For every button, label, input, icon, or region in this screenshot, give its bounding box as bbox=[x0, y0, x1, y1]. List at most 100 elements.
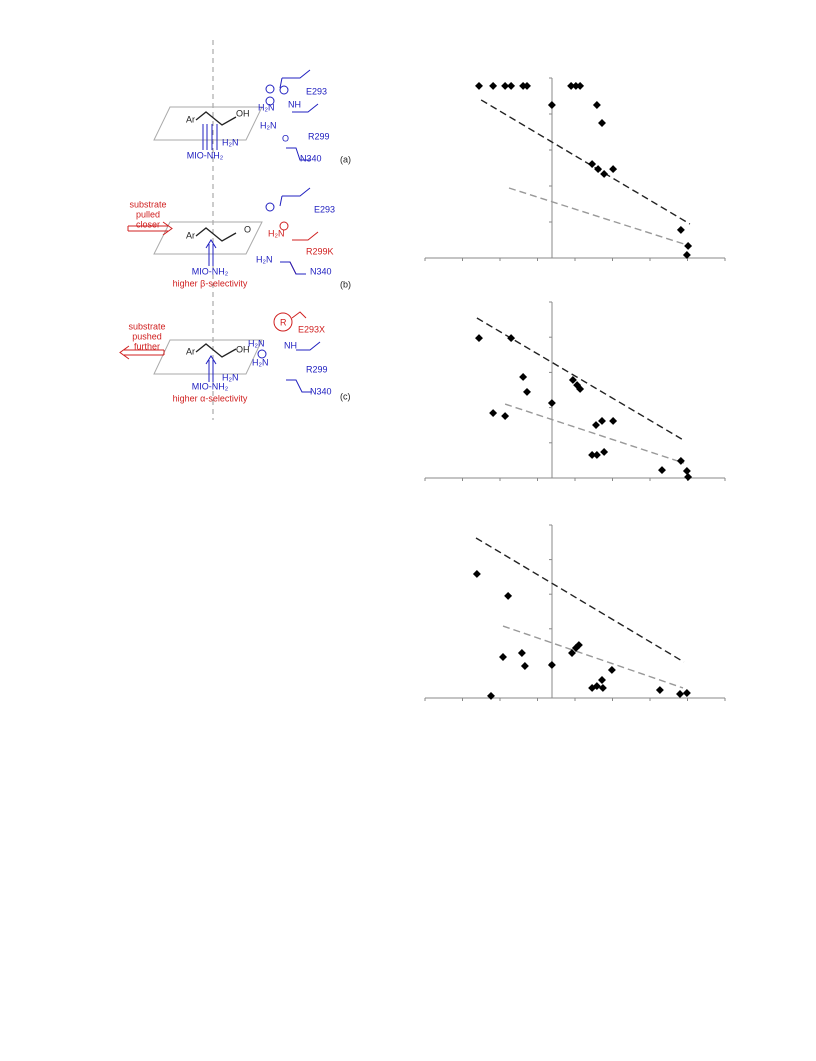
data-point bbox=[547, 399, 556, 407]
trend-line bbox=[475, 537, 685, 663]
data-point bbox=[519, 373, 528, 381]
data-point bbox=[523, 387, 531, 396]
data-point bbox=[655, 686, 664, 695]
panel-c: substrate pushed further E293X R Ar OH H… bbox=[128, 317, 350, 403]
data-point bbox=[598, 684, 607, 692]
data-point bbox=[684, 472, 693, 481]
data-point bbox=[547, 660, 556, 669]
schematic bbox=[119, 40, 321, 420]
atom-label: H₂N bbox=[258, 102, 275, 112]
data-point bbox=[489, 409, 498, 418]
atom-label: NH bbox=[288, 99, 301, 109]
note: closer bbox=[136, 219, 160, 229]
data-point bbox=[576, 81, 585, 90]
data-point bbox=[472, 569, 481, 578]
atom-label: H₂N bbox=[252, 357, 269, 367]
data-point bbox=[574, 641, 583, 650]
data-point bbox=[499, 653, 507, 661]
data-point bbox=[568, 649, 576, 657]
mio-label: MIO-NH₂ bbox=[192, 381, 229, 391]
mio-label: MIO-NH₂ bbox=[187, 150, 224, 160]
data-point bbox=[676, 456, 685, 465]
mio-label: MIO-NH₂ bbox=[192, 266, 229, 276]
note: pulled bbox=[136, 209, 160, 219]
data-point bbox=[520, 662, 529, 670]
atom-label: H₂N bbox=[256, 254, 273, 264]
panel-label: (c) bbox=[340, 391, 351, 401]
trend-line bbox=[508, 187, 685, 245]
data-point bbox=[676, 690, 684, 698]
trend-line bbox=[480, 99, 691, 225]
data-point bbox=[547, 101, 556, 109]
residue-label: N340 bbox=[300, 153, 322, 163]
data-point bbox=[507, 334, 516, 343]
note: substrate bbox=[129, 199, 166, 209]
data-point bbox=[658, 466, 666, 475]
data-point bbox=[598, 119, 606, 127]
data-point bbox=[682, 250, 691, 259]
data-point bbox=[592, 101, 601, 109]
atom-label: H₂N bbox=[222, 372, 239, 382]
data-point bbox=[609, 165, 618, 174]
panel-label: (b) bbox=[340, 279, 351, 289]
atom-label: Ar bbox=[186, 114, 195, 124]
residue-label: N340 bbox=[310, 266, 332, 276]
data-point bbox=[600, 169, 609, 178]
residue-label: R299 bbox=[308, 131, 330, 141]
data-point bbox=[507, 81, 516, 90]
residue-label: R299K bbox=[306, 246, 334, 256]
atom-label: R bbox=[280, 317, 287, 327]
atom-label: Ar bbox=[186, 230, 195, 240]
data-point bbox=[517, 649, 526, 657]
atom-label: NH bbox=[284, 340, 297, 350]
data-point bbox=[571, 81, 580, 90]
data-point bbox=[504, 591, 513, 600]
atom-label: O bbox=[282, 133, 289, 143]
note: substrate bbox=[128, 321, 165, 331]
data-point bbox=[598, 676, 606, 684]
data-point bbox=[682, 689, 691, 697]
panel-a: E293 R299 N340 MIO-NH₂ Ar OH H₂N H₂N NH … bbox=[186, 86, 351, 164]
residue-label: R299 bbox=[306, 364, 328, 374]
data-point bbox=[501, 412, 510, 421]
atom-label: H₂N bbox=[222, 137, 239, 147]
scatter-plot bbox=[424, 301, 726, 481]
data-point bbox=[600, 447, 609, 456]
note: higher β-selectivity bbox=[173, 278, 248, 288]
atom-label: OH bbox=[236, 108, 250, 118]
data-point bbox=[489, 81, 498, 90]
data-point bbox=[598, 417, 606, 425]
atom-label: O bbox=[244, 224, 251, 234]
note: higher α-selectivity bbox=[173, 393, 248, 403]
data-point bbox=[588, 160, 597, 168]
atom-label: OH bbox=[236, 344, 250, 354]
residue-label: E293X bbox=[298, 324, 325, 334]
panel-b: substrate pulled closer Ar O E293 H₂N R2… bbox=[129, 199, 351, 289]
data-point bbox=[592, 421, 600, 429]
data-point bbox=[682, 467, 691, 475]
trend-line bbox=[502, 625, 684, 689]
residue-label: E293 bbox=[306, 86, 327, 96]
trend-line bbox=[476, 317, 686, 442]
scatter-plot bbox=[424, 77, 726, 261]
data-point bbox=[592, 682, 601, 691]
note: pushed bbox=[132, 331, 162, 341]
data-point bbox=[676, 225, 685, 234]
data-point bbox=[487, 691, 495, 700]
scatter-plot bbox=[424, 524, 726, 701]
residue-label: N340 bbox=[310, 386, 332, 396]
data-point bbox=[594, 165, 603, 174]
data-point bbox=[609, 417, 618, 425]
atom-label: Ar bbox=[186, 346, 195, 356]
note: further bbox=[134, 341, 160, 351]
panel-label: (a) bbox=[340, 154, 351, 164]
data-point bbox=[684, 241, 693, 250]
data-point bbox=[592, 450, 601, 459]
atom-label: H₂N bbox=[248, 338, 265, 348]
atom-label: H₂N bbox=[260, 120, 277, 130]
residue-label: E293 bbox=[314, 204, 335, 214]
trend-line bbox=[504, 403, 685, 464]
atom-label: H₂N bbox=[268, 228, 285, 238]
data-point bbox=[475, 81, 483, 90]
